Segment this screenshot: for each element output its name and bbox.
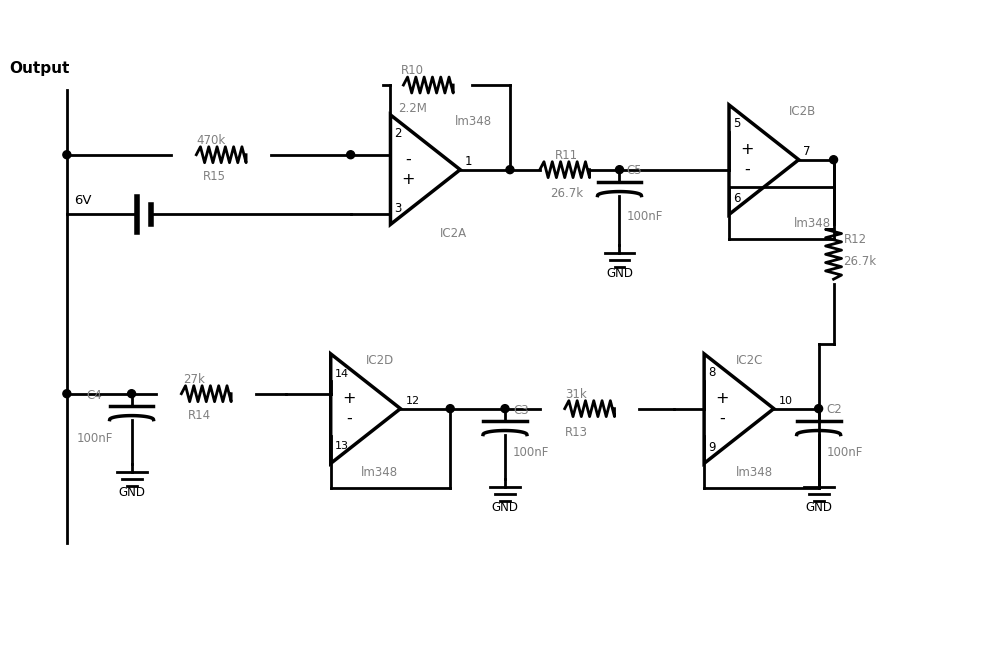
Text: lm348: lm348: [361, 467, 398, 480]
Circle shape: [830, 156, 838, 164]
Text: 14: 14: [335, 369, 349, 379]
Text: GND: GND: [805, 501, 832, 514]
Text: 1: 1: [465, 155, 473, 168]
Text: IC2A: IC2A: [440, 227, 467, 240]
Circle shape: [506, 165, 514, 174]
Text: 3: 3: [394, 202, 402, 215]
Text: GND: GND: [118, 486, 145, 499]
Text: R11: R11: [555, 149, 578, 162]
Text: 10: 10: [779, 396, 793, 406]
Text: GND: GND: [491, 501, 518, 514]
Circle shape: [616, 165, 623, 174]
Text: R15: R15: [203, 169, 226, 182]
Text: 12: 12: [405, 396, 420, 406]
Text: 13: 13: [335, 441, 349, 451]
Text: lm348: lm348: [794, 217, 831, 230]
Text: 470k: 470k: [196, 134, 226, 147]
Text: R12: R12: [844, 233, 867, 246]
Text: R10: R10: [400, 64, 423, 77]
Text: 100nF: 100nF: [827, 447, 863, 459]
Text: 7: 7: [803, 145, 810, 158]
Circle shape: [501, 405, 509, 413]
Text: -: -: [719, 411, 725, 426]
Text: C4: C4: [87, 389, 103, 402]
Text: Output: Output: [9, 60, 69, 75]
Text: IC2D: IC2D: [366, 354, 394, 367]
Text: 100nF: 100nF: [513, 447, 549, 459]
Text: 6V: 6V: [74, 193, 91, 206]
Text: C3: C3: [513, 404, 529, 417]
Text: 9: 9: [708, 441, 716, 454]
Text: +: +: [342, 391, 355, 406]
Text: +: +: [715, 391, 729, 406]
Text: lm348: lm348: [455, 115, 492, 128]
Text: 100nF: 100nF: [626, 210, 663, 223]
Text: 2: 2: [394, 127, 402, 140]
Circle shape: [63, 151, 71, 159]
Circle shape: [128, 389, 136, 398]
Text: +: +: [402, 172, 415, 187]
Text: IC2B: IC2B: [789, 105, 816, 118]
Text: R14: R14: [188, 409, 211, 422]
Text: +: +: [740, 142, 754, 157]
Text: 26.7k: 26.7k: [550, 187, 583, 200]
Text: 5: 5: [733, 117, 740, 130]
Circle shape: [446, 405, 454, 413]
Text: C2: C2: [827, 402, 842, 415]
Text: 31k: 31k: [565, 387, 586, 400]
Circle shape: [815, 405, 823, 413]
Circle shape: [347, 151, 355, 159]
Text: -: -: [406, 153, 411, 167]
Text: IC2C: IC2C: [736, 354, 763, 367]
Text: -: -: [346, 411, 352, 426]
Text: 8: 8: [708, 366, 715, 379]
Text: 27k: 27k: [183, 373, 205, 386]
Text: C5: C5: [626, 164, 642, 177]
Text: 2.2M: 2.2M: [398, 102, 427, 115]
Text: R13: R13: [565, 426, 588, 439]
Text: 100nF: 100nF: [77, 432, 113, 445]
Text: GND: GND: [606, 267, 633, 280]
Text: lm348: lm348: [736, 467, 773, 480]
Text: 6: 6: [733, 192, 740, 205]
Circle shape: [63, 389, 71, 398]
Text: 26.7k: 26.7k: [844, 255, 877, 268]
Text: -: -: [744, 162, 750, 177]
